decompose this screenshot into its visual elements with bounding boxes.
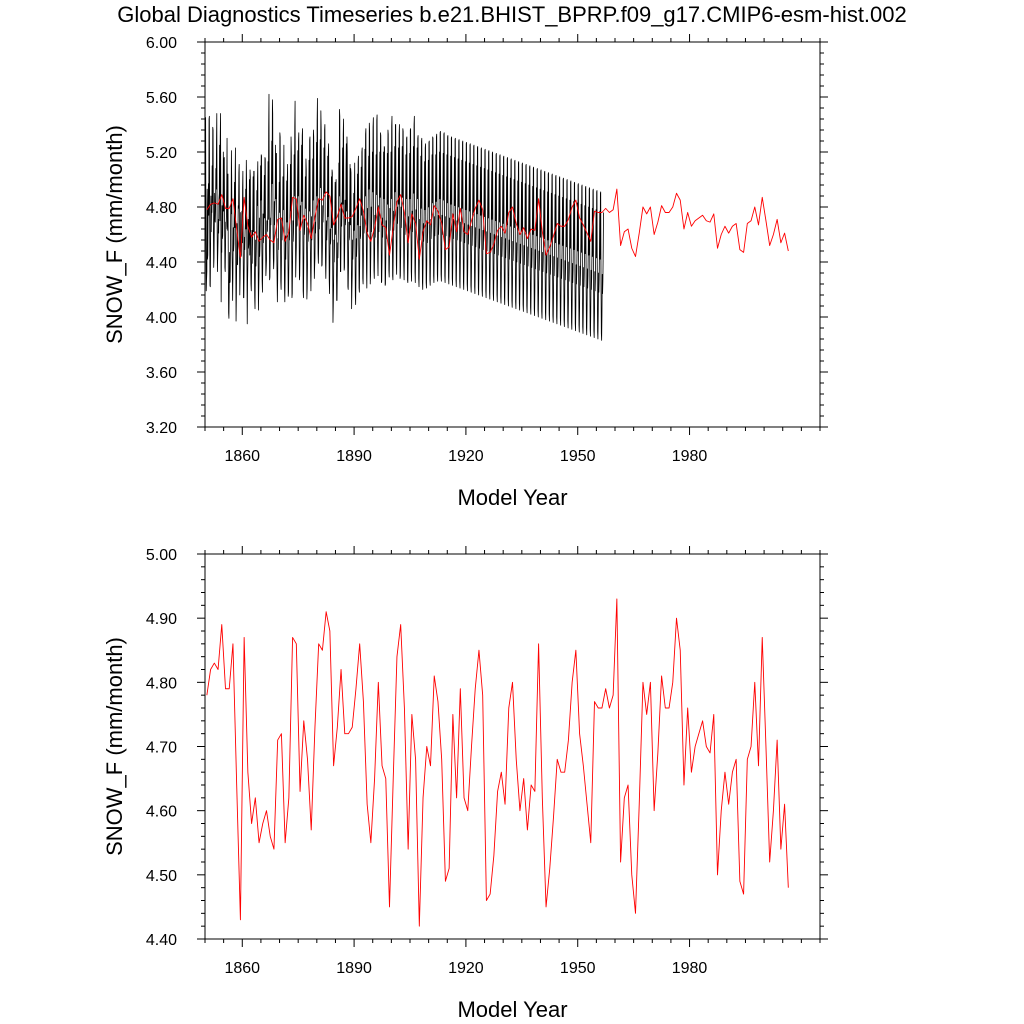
- y-tick-label: 4.50: [146, 868, 177, 885]
- plot-frame: [204, 41, 821, 428]
- x-tick-label: 1950: [560, 960, 596, 977]
- y-tick-label: 5.00: [146, 547, 177, 564]
- x-axis-title: Model Year: [457, 485, 567, 510]
- series-line-annual: [206, 598, 789, 927]
- y-axis-title: SNOW_F (mm/month): [102, 125, 127, 344]
- y-tick-label: 4.60: [146, 804, 177, 821]
- y-tick-label: 5.20: [146, 145, 177, 162]
- series-line-monthly: [204, 93, 604, 341]
- y-tick-label: 3.60: [146, 365, 177, 382]
- series-line-annual: [206, 188, 789, 260]
- y-tick-label: 4.00: [146, 310, 177, 327]
- plot-top: 1860 1890 1920 1950 1980 3.20 3.60 4.00 4.40 4.80…: [102, 34, 828, 510]
- y-tick-label: 5.60: [146, 90, 177, 107]
- x-tick-label: 1980: [672, 448, 708, 465]
- y-tick-label: 4.80: [146, 675, 177, 692]
- y-tick-label: 4.80: [146, 200, 177, 217]
- y-tick-label: 4.40: [146, 255, 177, 272]
- x-tick-label: 1920: [448, 960, 484, 977]
- y-tick-label: 4.90: [146, 611, 177, 628]
- x-tick-label: 1920: [448, 448, 484, 465]
- plot-frame: [204, 553, 821, 940]
- x-tick-label: 1860: [224, 448, 260, 465]
- y-axis-title: SNOW_F (mm/month): [102, 637, 127, 856]
- y-tick-label: 4.70: [146, 740, 177, 757]
- x-tick-label: 1950: [560, 448, 596, 465]
- x-tick-label: 1890: [336, 448, 372, 465]
- y-tick-label: 3.20: [146, 420, 177, 437]
- x-axis-title: Model Year: [457, 997, 567, 1022]
- plot-bottom: 1860 1890 1920 1950 1980 4.40 4.50 4.60 4.70 4.80…: [102, 546, 828, 1022]
- x-tick-label: 1980: [672, 960, 708, 977]
- x-tick-label: 1890: [336, 960, 372, 977]
- page-title: Global Diagnostics Timeseries b.e21.BHIS…: [117, 2, 907, 27]
- x-tick-label: 1860: [224, 960, 260, 977]
- y-tick-label: 4.40: [146, 932, 177, 949]
- y-tick-label: 6.00: [146, 35, 177, 52]
